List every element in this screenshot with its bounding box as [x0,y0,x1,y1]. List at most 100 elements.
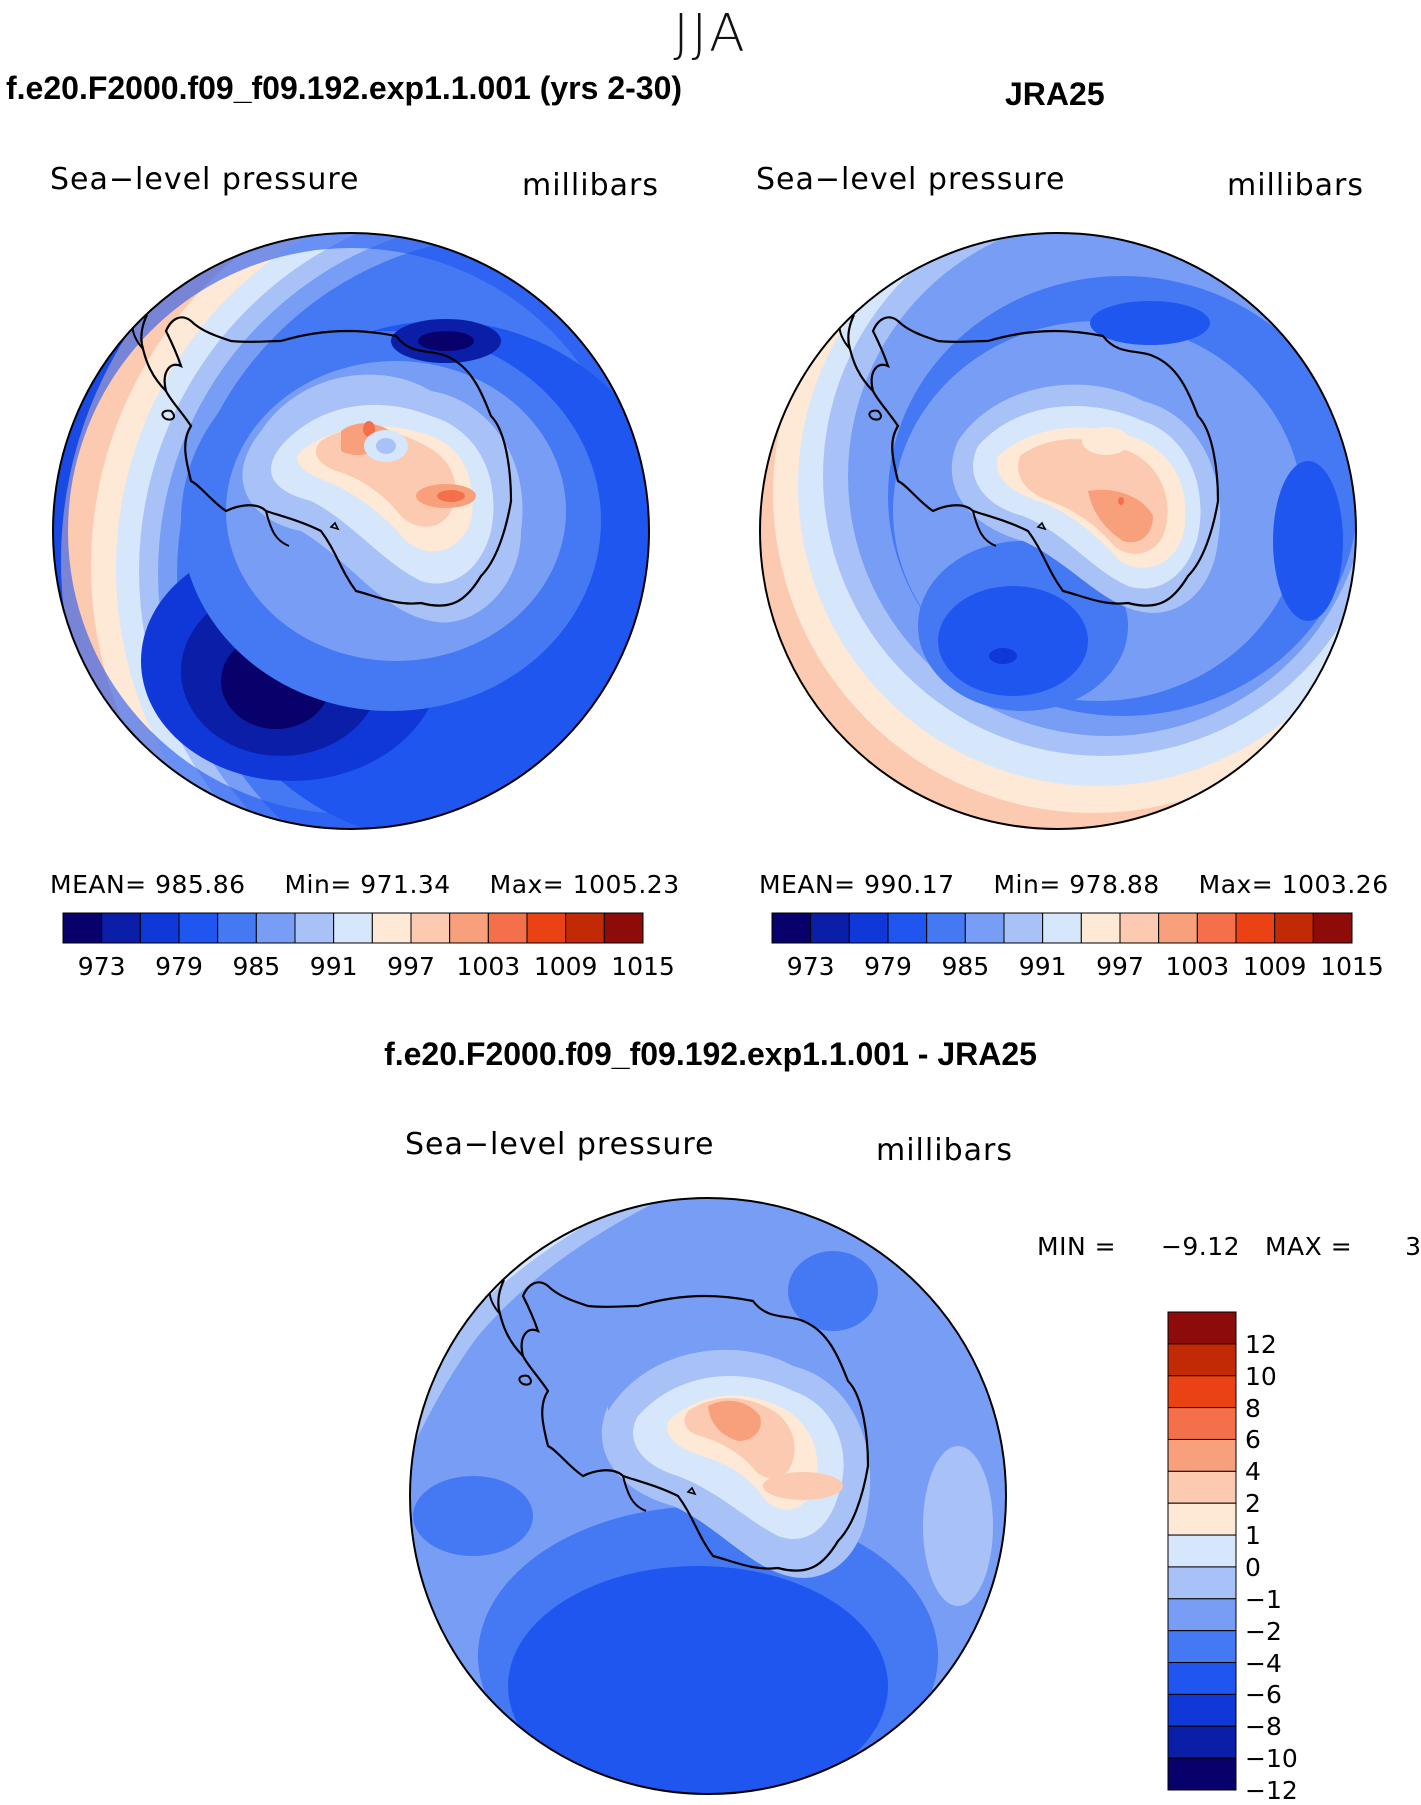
model-mean-value: 985.86 [155,870,246,899]
diff-min-label: MIN = [1037,1232,1117,1261]
obs-colorbar-tick: 997 [1096,952,1144,981]
season-title: JJA [673,4,748,64]
obs-colorbar-tick: 973 [786,952,835,981]
diff-colorbar-tick: 4 [1245,1457,1261,1487]
obs-colorbar-swatch [1003,912,1044,944]
diff-colorbar-tick: −4 [1245,1648,1282,1678]
diff-colorbar-tick: −12 [1245,1776,1298,1805]
model-colorbar-swatch [101,912,141,944]
diff-colorbar-swatch [1167,1407,1237,1440]
diff-colorbar-swatch [1167,1598,1237,1632]
model-colorbar-swatch [371,912,412,944]
diff-colorbar-tick: 0 [1245,1552,1261,1582]
diff-colorbar [1167,1311,1237,1791]
diff-colorbar-swatch [1167,1311,1237,1345]
obs-mean-value: 990.17 [864,870,955,899]
model-colorbar-swatch [178,912,219,944]
diff-colorbar-swatch [1167,1693,1237,1727]
diff-colorbar-tick: 2 [1245,1489,1261,1519]
model-colorbar-swatch [139,912,180,944]
model-variable-label: Sea−level pressure [50,162,360,197]
model-colorbar [62,912,644,944]
diff-colorbar-tick: 6 [1245,1425,1261,1455]
diff-stats: MIN = −9.12 MAX = 3.87 [1037,1232,1421,1261]
obs-colorbar-swatch [926,912,966,944]
model-colorbar-tick: 991 [309,952,358,981]
model-colorbar-tick: 1015 [611,952,675,981]
diff-colorbar-swatch [1167,1438,1237,1472]
diff-colorbar-swatch [1167,1502,1237,1536]
obs-colorbar-swatch [1274,912,1314,944]
model-colorbar-swatch [217,912,257,944]
obs-mean-label: MEAN= [759,870,856,899]
obs-colorbar-swatch [771,912,812,944]
model-colorbar-tick: 985 [232,952,281,981]
diff-colorbar-swatch [1167,1725,1237,1759]
obs-colorbar-swatch [1080,912,1121,944]
diff-max-label: MAX = [1264,1232,1353,1261]
model-min-label: Min= [284,870,352,899]
diff-colorbar-swatch [1167,1375,1237,1409]
obs-colorbar-swatch [1119,912,1160,944]
model-max-value: 1005.23 [572,870,680,899]
diff-colorbar-tick: 8 [1245,1393,1261,1423]
model-polar-map [52,232,650,830]
diff-colorbar-tick: 12 [1245,1329,1277,1359]
diff-min-value: −9.12 [1160,1232,1241,1261]
obs-colorbar [771,912,1353,944]
diff-colorbar-tick: 10 [1245,1361,1277,1391]
model-colorbar-swatch [449,912,489,944]
model-colorbar-tick: 979 [155,952,203,981]
diff-colorbar-swatch [1167,1662,1237,1695]
obs-colorbar-swatch [887,912,928,944]
model-mean-label: MEAN= [50,870,147,899]
diff-colorbar-tick: −1 [1245,1584,1282,1614]
obs-max-label: Max= [1198,870,1274,899]
obs-units-label: millibars [1227,168,1364,203]
obs-colorbar-swatch [810,912,850,944]
obs-colorbar-swatch [1196,912,1237,944]
obs-polar-map [759,232,1357,830]
diff-colorbar-ticks: 12 10 8 6 4 2 1 0 −1 −2 −4 −6 −8 −10 −12 [1245,1312,1325,1805]
diff-colorbar-tick: −10 [1245,1744,1298,1774]
obs-colorbar-tick: 1003 [1165,952,1230,981]
obs-colorbar-tick: 1015 [1320,952,1384,981]
diff-colorbar-swatch [1167,1630,1237,1664]
diff-colorbar-swatch [1167,1534,1237,1568]
obs-colorbar-swatch [1042,912,1082,944]
model-max-label: Max= [489,870,565,899]
obs-colorbar-swatch [1312,912,1353,944]
diff-colorbar-tick: 1 [1245,1521,1261,1551]
obs-colorbar-swatch [1158,912,1198,944]
obs-colorbar-tick: 985 [941,952,990,981]
diff-colorbar-swatch [1167,1566,1237,1600]
diff-colorbar-swatch [1167,1757,1237,1791]
model-colorbar-swatch [410,912,451,944]
diff-panel-title: f.e20.F2000.f09_f09.192.exp1.1.001 - JRA… [384,1036,1037,1072]
obs-min-label: Min= [993,870,1061,899]
model-colorbar-swatch [294,912,335,944]
obs-variable-label: Sea−level pressure [756,162,1066,197]
obs-min-value: 978.88 [1069,870,1160,899]
obs-colorbar-swatch [848,912,889,944]
model-colorbar-swatch [255,912,296,944]
model-colorbar-ticks: 973 979 985 991 997 1003 1009 1015 [63,952,675,986]
diff-colorbar-tick: −6 [1245,1680,1282,1710]
diff-polar-map [409,1197,1007,1795]
obs-colorbar-swatch [1235,912,1276,944]
obs-panel-title: JRA25 [1005,76,1105,112]
obs-colorbar-swatch [964,912,1005,944]
model-units-label: millibars [522,168,659,203]
model-colorbar-swatch [487,912,528,944]
model-colorbar-swatch [603,912,644,944]
model-panel-title: f.e20.F2000.f09_f09.192.exp1.1.001 (yrs … [6,70,683,106]
obs-colorbar-tick: 991 [1018,952,1067,981]
model-min-value: 971.34 [360,870,451,899]
diff-max-value: 3.87 [1405,1232,1421,1261]
obs-stats: MEAN= 990.17 Min= 978.88 Max= 1003.26 [759,870,1389,899]
diff-units-label: millibars [876,1133,1013,1168]
model-colorbar-tick: 997 [387,952,435,981]
diff-colorbar-swatch [1167,1470,1237,1504]
obs-colorbar-tick: 1009 [1242,952,1307,981]
obs-colorbar-ticks: 973 979 985 991 997 1003 1009 1015 [772,952,1384,986]
